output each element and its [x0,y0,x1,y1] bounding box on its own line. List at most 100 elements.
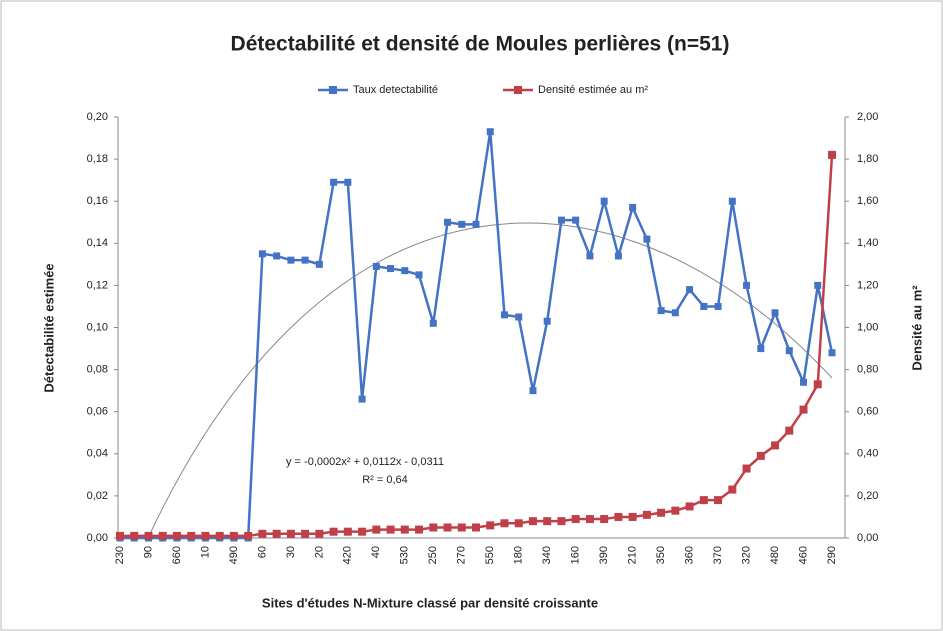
marker [201,531,210,540]
x-tick-label: 10 [199,546,211,558]
marker [743,281,751,289]
marker [272,529,281,538]
marker [671,309,679,317]
marker [529,387,537,395]
y-tick-label: 0,08 [87,364,108,376]
marker [514,519,523,528]
x-tick-label: 90 [142,546,154,558]
marker [472,523,480,532]
x-tick-label: 210 [627,546,639,564]
marker [742,464,751,473]
x-tick-label: 60 [256,546,268,558]
marker [543,317,551,325]
marker [144,531,153,540]
y2-tick-label: 1,60 [857,195,878,207]
y2-tick-label: 0,00 [857,532,878,544]
marker [444,218,452,226]
y2-tick-label: 1,00 [857,321,878,333]
marker [358,527,367,536]
y2-tick-label: 0,80 [857,364,878,376]
x-tick-label: 160 [570,546,582,564]
marker [585,515,594,524]
marker [685,502,694,511]
x-tick-label: 320 [740,546,752,564]
marker [372,262,380,270]
x-tick-label: 20 [313,546,325,558]
marker [372,525,381,534]
marker [258,529,267,538]
marker [699,496,708,505]
marker [614,512,623,521]
marker [486,128,494,136]
y-tick-label: 0,02 [87,490,108,502]
marker [229,531,238,540]
trend-equation: y = -0,0002x² + 0,0112x - 0,0311 [286,456,444,468]
x-tick-label: 340 [541,546,553,564]
marker [728,485,737,494]
x-tick-label: 290 [826,546,838,564]
marker [572,216,580,224]
x-tick-label: 370 [712,546,724,564]
y-tick-label: 0,10 [87,321,108,333]
x-tick-label: 490 [228,546,240,564]
y2-tick-label: 0,40 [857,448,878,460]
marker [415,525,424,534]
marker [586,252,594,260]
y-tick-label: 0,00 [87,532,108,544]
marker [557,517,566,526]
chart-title: Détectabilité et densité de Moules perli… [231,33,730,56]
marker [116,531,124,540]
marker [315,260,323,268]
marker [800,378,808,386]
y-axis-title: Détectabilité estimée [41,263,56,392]
y2-tick-label: 2,00 [857,111,878,123]
marker [429,319,437,327]
x-tick-label: 460 [797,546,809,564]
marker [329,527,338,536]
x-tick-label: 420 [342,546,354,564]
marker [756,451,765,460]
marker [287,256,295,264]
legend-marker [514,86,522,94]
y-tick-label: 0,12 [87,279,108,291]
marker [286,529,295,538]
y-tick-label: 0,06 [87,406,108,418]
marker [515,313,523,321]
marker [728,197,736,205]
legend-label: Taux detectabilité [353,84,438,96]
marker [458,220,466,228]
trend-r2: R² = 0,64 [362,474,408,486]
y2-tick-label: 1,20 [857,279,878,291]
marker [258,250,266,258]
marker [629,204,637,212]
marker [330,178,338,186]
marker [358,395,366,403]
y2-tick-label: 0,60 [857,406,878,418]
marker [401,267,409,275]
marker [429,523,438,532]
marker [657,508,666,517]
marker [828,150,836,159]
x-tick-label: 180 [513,546,525,564]
marker [600,197,608,205]
marker [628,512,637,521]
x-tick-label: 30 [285,546,297,558]
marker [301,529,310,538]
marker [757,345,765,353]
marker [386,525,395,534]
marker [813,380,822,389]
marker [343,527,352,536]
y2-tick-label: 1,80 [857,153,878,165]
x-tick-label: 350 [655,546,667,564]
y-tick-label: 0,04 [87,448,108,460]
y2-tick-label: 1,40 [857,237,878,249]
x-axis-title: Sites d'études N-Mixture classé par dens… [262,595,598,610]
marker [443,523,452,532]
y-tick-label: 0,18 [87,153,108,165]
marker [486,521,495,530]
y-tick-label: 0,16 [87,195,108,207]
marker [172,531,181,540]
marker [714,302,722,310]
marker [671,506,680,515]
marker [828,349,836,357]
